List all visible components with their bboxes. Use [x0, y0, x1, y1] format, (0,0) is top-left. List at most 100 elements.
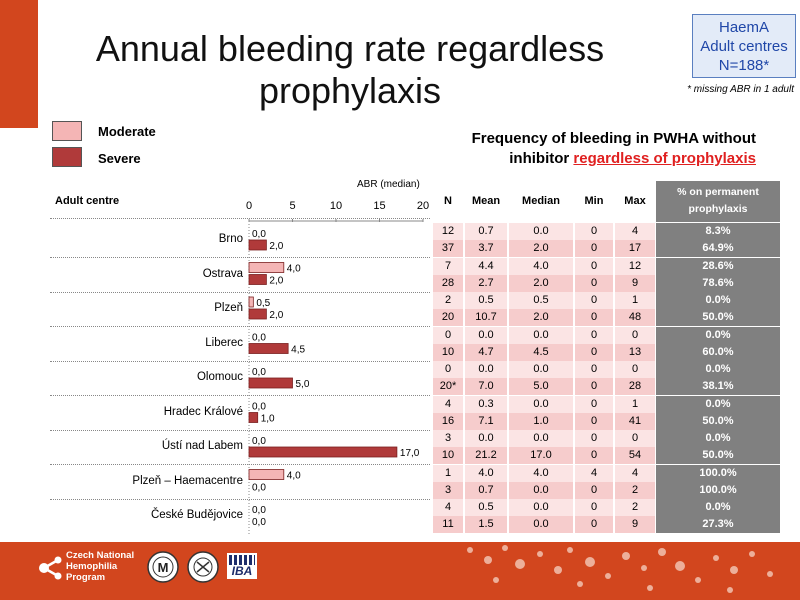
x-tick-label: 10 [330, 200, 342, 212]
data-label-severe: 0,0 [252, 483, 266, 494]
legend-label-moderate: Moderate [98, 124, 156, 139]
data-label-severe: 2,0 [269, 241, 283, 252]
table-cell: 2.0 [509, 309, 573, 327]
header-max: Max [624, 195, 646, 207]
network-logo-icon [39, 556, 62, 580]
centre-label: Liberec [205, 336, 243, 349]
table-cell: 0 [575, 274, 613, 292]
table-cell: 4.5 [509, 343, 573, 361]
table-cell: 4.0 [509, 257, 573, 275]
header-n: N [444, 195, 452, 207]
badge-line: N=188* [718, 57, 770, 74]
table-cell: 0.5 [465, 499, 507, 516]
faculty-seal-icon [187, 551, 219, 583]
data-label-severe: 17,0 [400, 448, 420, 459]
prophylaxis-cell: 78.6% [656, 274, 780, 292]
decor-dot [641, 565, 647, 571]
bar-severe [248, 239, 267, 251]
prophylaxis-cell: 8.3% [656, 223, 780, 240]
iba-logo-text: IBA [231, 564, 253, 578]
table-cell: 2 [615, 499, 655, 516]
table-cell: 0.0 [509, 395, 573, 413]
bar-moderate [248, 262, 285, 273]
table-cell: 0.0 [509, 326, 573, 344]
table-cell: 4 [615, 223, 655, 240]
decor-dot [537, 551, 543, 557]
prophylaxis-cell: 0.0% [656, 292, 780, 309]
table-cell: 2.0 [509, 240, 573, 258]
table-cell: 0.0 [509, 516, 573, 534]
table-cell: 0.0 [509, 430, 573, 447]
table-cell: 17.0 [509, 447, 573, 465]
centre-label: Hradec Králové [163, 405, 243, 418]
table-cell: 0 [575, 378, 613, 396]
decor-dot [695, 577, 701, 583]
svg-text:M: M [158, 560, 169, 575]
table-cell: 7.1 [465, 412, 507, 430]
table-cell: 13 [615, 343, 655, 361]
bar-moderate [248, 469, 285, 480]
decor-dot [493, 577, 499, 583]
data-label-severe: 4,5 [291, 345, 305, 356]
table-cell: 0 [575, 292, 613, 309]
prophylaxis-cell: 0.0% [656, 499, 780, 516]
prophylaxis-cell: 60.0% [656, 343, 780, 361]
decor-dot [727, 587, 733, 593]
table-cell: 0.7 [465, 481, 507, 499]
data-label-moderate: 0,5 [256, 298, 270, 309]
subtitle-highlight: regardless of prophylaxis [573, 150, 756, 167]
decor-dot [484, 556, 492, 564]
header-prophylaxis: % on permanent prophylaxis [656, 181, 780, 222]
program-line: Czech National [66, 550, 135, 561]
subtitle-line2-prefix: inhibitor [509, 150, 574, 167]
table-cell: 0 [615, 430, 655, 447]
table-cell: 0.0 [465, 326, 507, 344]
centre-label: Olomouc [196, 371, 243, 383]
bar-moderate [248, 296, 254, 308]
subtitle-line1: Frequency of bleeding in PWHA without [471, 130, 756, 147]
decor-dot [467, 547, 473, 553]
table-cell: 17 [615, 240, 655, 258]
x-tick-label: 0 [246, 200, 252, 212]
decor-dot [713, 555, 719, 561]
prophylaxis-cell: 0.0% [656, 361, 780, 378]
program-line: Hemophilia [66, 561, 118, 572]
program-line: Program [66, 572, 106, 583]
decorative-dots [467, 545, 773, 593]
decor-dot [502, 545, 508, 551]
table-cell: 10 [433, 447, 463, 465]
row-separator [50, 498, 430, 500]
data-label-moderate: 0,0 [252, 333, 266, 344]
badge-line: Adult centres [700, 38, 788, 55]
table-cell: 0 [575, 516, 613, 534]
bar-severe [248, 377, 293, 389]
x-tick-label: 15 [373, 200, 385, 212]
data-label-severe: 2,0 [269, 310, 283, 321]
table-cell: 16 [433, 412, 463, 430]
table-cell: 1 [615, 395, 655, 413]
table-cell: 0.0 [509, 499, 573, 516]
table-cell: 0 [575, 343, 613, 361]
table-cell: 0 [575, 240, 613, 258]
decor-dot [675, 561, 685, 571]
x-tick-label: 5 [289, 200, 295, 212]
table-cell: 0 [575, 223, 613, 240]
table-cell: 0.0 [465, 361, 507, 378]
table-cell: 0.3 [465, 395, 507, 413]
centre-label: Plzeň [214, 302, 243, 314]
prophylaxis-cell: 50.0% [656, 447, 780, 465]
prophylaxis-cell: 0.0% [656, 430, 780, 447]
prophylaxis-cell: 100.0% [656, 481, 780, 499]
table-cell: 0.5 [509, 292, 573, 309]
table-cell: 11 [433, 516, 463, 534]
table-cell: 1.0 [509, 412, 573, 430]
centre-label: Ústí nad Labem [161, 440, 243, 452]
table-cell: 5.0 [509, 378, 573, 396]
table-cell: 7.0 [465, 378, 507, 396]
table-cell: 2.7 [465, 274, 507, 292]
prophylaxis-cell: 38.1% [656, 378, 780, 396]
centre-label: České Budějovice [150, 509, 243, 521]
row-separator [50, 464, 430, 465]
decor-dot [658, 548, 666, 556]
